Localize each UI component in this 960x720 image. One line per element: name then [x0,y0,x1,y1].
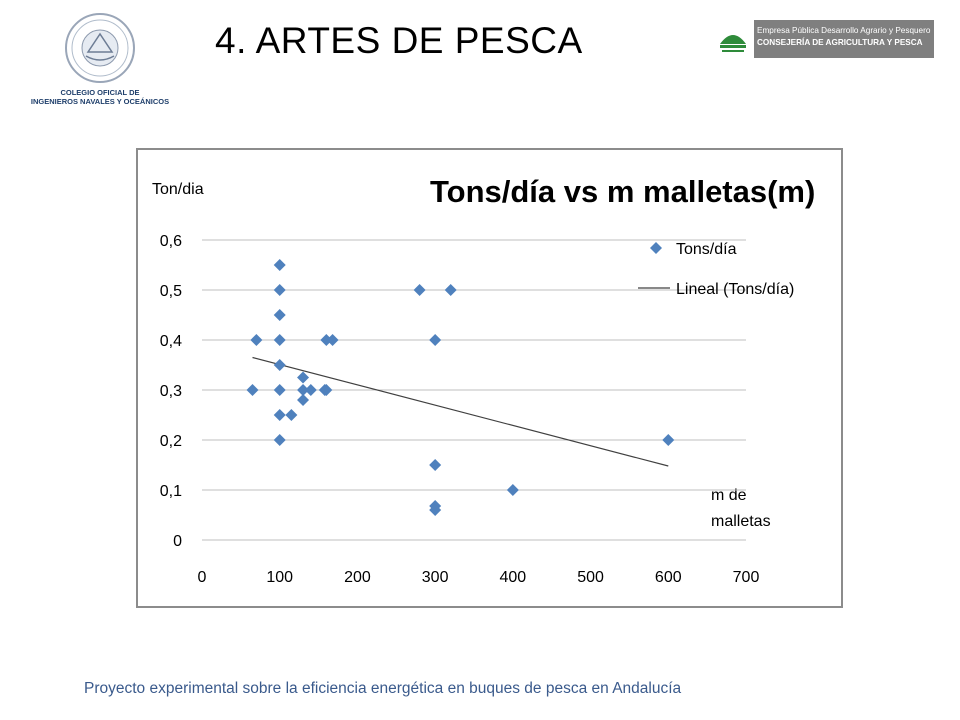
x-tick-label: 0 [198,569,207,586]
data-point [273,434,286,446]
trendline [252,356,669,467]
y-tick-label: 0 [173,533,182,550]
data-point [429,459,442,471]
consejeria-logo: Empresa Pública Desarrollo Agrario y Pes… [712,20,934,58]
y-tick-label: 0,1 [160,483,182,500]
logo-caption-line1: COLEGIO OFICIAL DE [60,88,140,97]
data-point [273,259,286,271]
data-point [413,284,426,296]
x-axis-label-line1: m de [711,487,747,504]
y-tick-label: 0,3 [160,383,182,400]
data-point [273,409,286,421]
data-point [320,384,333,396]
data-point [506,484,519,496]
data-point [304,384,317,396]
x-tick-label: 700 [733,569,760,586]
data-point [273,359,286,371]
x-tick-label: 300 [422,569,449,586]
data-point [662,434,675,446]
chart-frame: Tons/día vs m malletas(m) Ton/dia m de m… [136,148,843,608]
scatter-chart: Tons/día vs m malletas(m) Ton/dia m de m… [152,174,815,586]
data-point [429,504,442,516]
data-point [297,384,310,396]
data-point [285,409,298,421]
y-tick-label: 0,6 [160,233,182,250]
consejeria-line1: Empresa Pública Desarrollo Agrario y Pes… [757,26,931,35]
x-tick-labels: 0 100 200 300 400 500 600 700 [198,569,760,586]
y-axis-label: Ton/dia [152,181,204,198]
x-tick-label: 200 [344,569,371,586]
data-point [273,334,286,346]
data-point [246,384,259,396]
data-point [297,371,310,384]
y-tick-label: 0,2 [160,433,182,450]
gridlines [202,239,746,541]
data-point [273,284,286,296]
legend-marker [650,242,662,254]
x-axis-label-line2: malletas [711,513,771,530]
junta-andalucia-emblem-icon [712,20,754,58]
data-point [326,334,339,346]
legend: Tons/día Lineal (Tons/día) [638,241,794,298]
slide-title: 4. ARTES DE PESCA [215,20,583,61]
x-tick-label: 500 [577,569,604,586]
y-tick-label: 0,5 [160,283,182,300]
y-tick-label: 0,4 [160,333,182,350]
consejeria-line2: CONSEJERÍA DE AGRICULTURA Y PESCA [757,38,923,47]
x-tick-label: 400 [500,569,527,586]
data-point [250,334,263,346]
data-point [444,284,457,296]
seal-emblem-icon [65,13,135,83]
logo-caption-line2: INGENIEROS NAVALES Y OCEÁNICOS [30,97,170,106]
data-point [273,309,286,321]
data-point [273,384,286,396]
data-point [297,394,310,406]
x-tick-label: 100 [266,569,293,586]
legend-series-label: Tons/día [676,241,737,258]
data-points [246,259,675,516]
x-tick-label: 600 [655,569,682,586]
data-point [429,334,442,346]
data-point [320,334,333,346]
legend-trend-label: Lineal (Tons/día) [676,281,794,298]
footer-text: Proyecto experimental sobre la eficienci… [84,680,682,697]
colegio-logo: COLEGIO OFICIAL DE INGENIEROS NAVALES Y … [30,8,170,108]
chart-title: Tons/día vs m malletas(m) [430,174,815,209]
y-tick-labels: 0 0,1 0,2 0,3 0,4 0,5 0,6 [160,233,182,550]
